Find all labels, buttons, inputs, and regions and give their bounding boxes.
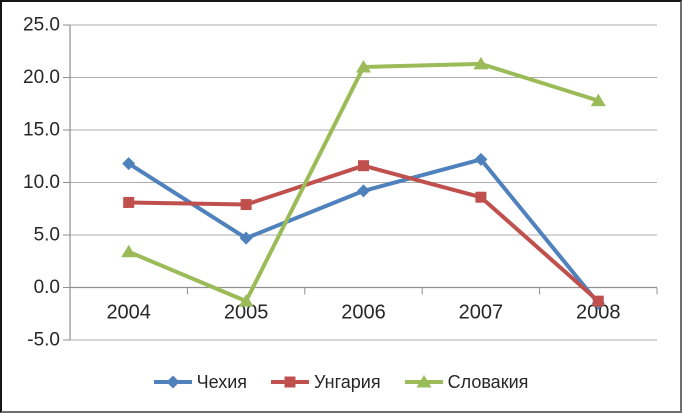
legend-label-slovakia: Словакия [447,371,529,392]
legend-glyph-marker [284,376,296,388]
legend-item-slovakia: Словакия [404,371,529,393]
data-point-s1-2006 [358,160,369,172]
data-point-s0-2004 [122,157,136,171]
legend-label-czechia: Чехия [196,371,248,392]
legend-glyph-marker [166,375,180,389]
y-tick-label: 15.0 [23,120,60,141]
x-tick-label: 2004 [106,302,151,324]
y-tick-label: 5.0 [34,225,60,246]
legend-marker-slovakia-triangle-icon [404,375,443,388]
legend-marker-hungary-square-icon [271,376,310,388]
data-point-s0-2006 [357,184,370,198]
y-tick-label: 10.0 [23,172,60,193]
data-point-s2-2006 [356,60,371,73]
data-point-s1-2007 [475,191,487,203]
data-point-s2-2005 [238,294,254,307]
legend-glyph-marker [416,375,432,388]
data-point-s2-2007 [473,56,489,70]
data-point-s0-2005 [239,231,253,245]
legend-item-czechia: Чехия [153,371,248,393]
legend-marker-czechia-diamond-icon [153,375,192,389]
x-tick-label: 2007 [459,302,504,324]
y-tick-label: 0.0 [34,277,60,298]
data-point-s0-2007 [474,152,488,166]
legend-item-hungary: Унгария [271,372,381,393]
chart-legend: Чехия Унгария Словакия [2,368,680,396]
y-tick-label: -5.0 [27,330,60,351]
data-point-s2-2008 [590,93,606,107]
x-tick-label: 2008 [576,302,621,324]
data-point-s1-2004 [123,196,135,208]
legend-label-hungary: Унгария [314,371,381,392]
y-tick-label: 20.0 [23,67,60,88]
x-tick-label: 2005 [224,302,269,324]
x-tick-label: 2006 [341,302,386,324]
data-point-s2-2004 [121,244,137,258]
data-point-s1-2005 [240,199,252,211]
y-tick-label: 25.0 [23,15,60,36]
data-point-s1-2008 [592,295,604,307]
